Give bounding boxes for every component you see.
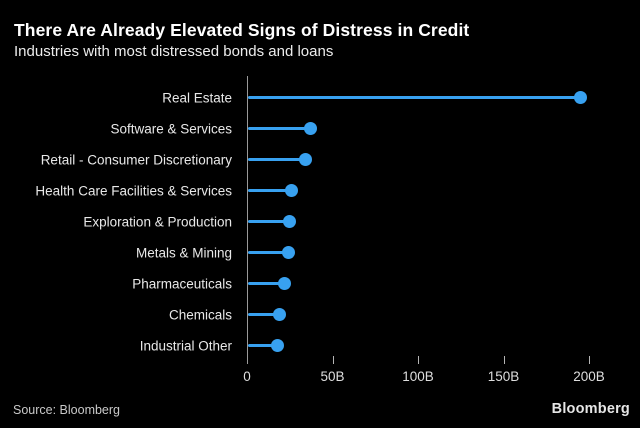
- lollipop-stem: [248, 96, 581, 99]
- lollipop-dot: [303, 122, 317, 135]
- y-axis-baseline: [247, 76, 248, 364]
- chart-row: Software & Services: [0, 113, 640, 144]
- chart-row: Real Estate: [0, 82, 640, 113]
- category-label: Chemicals: [168, 307, 232, 322]
- category-label: Software & Services: [110, 121, 232, 136]
- lollipop-dot: [278, 277, 292, 290]
- category-label: Metals & Mining: [135, 245, 232, 260]
- lollipop-stem: [248, 220, 290, 223]
- lollipop-stem: [248, 158, 306, 161]
- lollipop-dot: [283, 215, 297, 228]
- x-tick-label: 200B: [573, 369, 605, 384]
- category-label: Health Care Facilities & Services: [35, 183, 232, 198]
- chart-row: Health Care Facilities & Services: [0, 175, 640, 206]
- lollipop-dot: [573, 91, 587, 104]
- lollipop-stem: [248, 344, 278, 347]
- category-label: Real Estate: [162, 90, 232, 105]
- x-tick-mark: [418, 356, 419, 364]
- chart-row: Retail - Consumer Discretionary: [0, 144, 640, 175]
- chart-row: Exploration & Production: [0, 206, 640, 237]
- x-tick-label: 0: [243, 369, 251, 384]
- lollipop-dot: [298, 153, 312, 166]
- x-tick-mark: [503, 356, 505, 364]
- lollipop-stem: [248, 282, 285, 285]
- category-label: Retail - Consumer Discretionary: [40, 152, 232, 167]
- x-tick-label: 150B: [487, 369, 520, 384]
- lollipop-stem: [248, 251, 289, 254]
- lollipop-stem: [248, 313, 280, 316]
- x-tick-mark: [589, 356, 590, 364]
- lollipop-dot: [271, 339, 285, 352]
- lollipop-dot: [281, 246, 295, 259]
- chart-row: Pharmaceuticals: [0, 268, 640, 299]
- chart-row: Industrial Other: [0, 330, 640, 361]
- chart-row: Chemicals: [0, 299, 640, 330]
- lollipop-dot: [284, 184, 298, 197]
- chart-row: Metals & Mining: [0, 237, 640, 268]
- x-tick-label: 50B: [320, 369, 345, 384]
- bloomberg-logo: Bloomberg: [551, 401, 630, 417]
- lollipop-stem: [248, 189, 292, 192]
- chart-title: There Are Already Elevated Signs of Dist…: [14, 20, 470, 40]
- category-label: Industrial Other: [139, 338, 232, 353]
- x-tick-label: 100B: [402, 369, 434, 384]
- x-tick-mark: [332, 356, 334, 364]
- source-note: Source: Bloomberg: [13, 403, 121, 417]
- lollipop-stem: [248, 127, 311, 130]
- lollipop-dot: [272, 308, 286, 321]
- category-label: Exploration & Production: [83, 214, 232, 229]
- chart-subtitle: Industries with most distressed bonds an…: [14, 43, 334, 60]
- category-label: Pharmaceuticals: [132, 276, 232, 291]
